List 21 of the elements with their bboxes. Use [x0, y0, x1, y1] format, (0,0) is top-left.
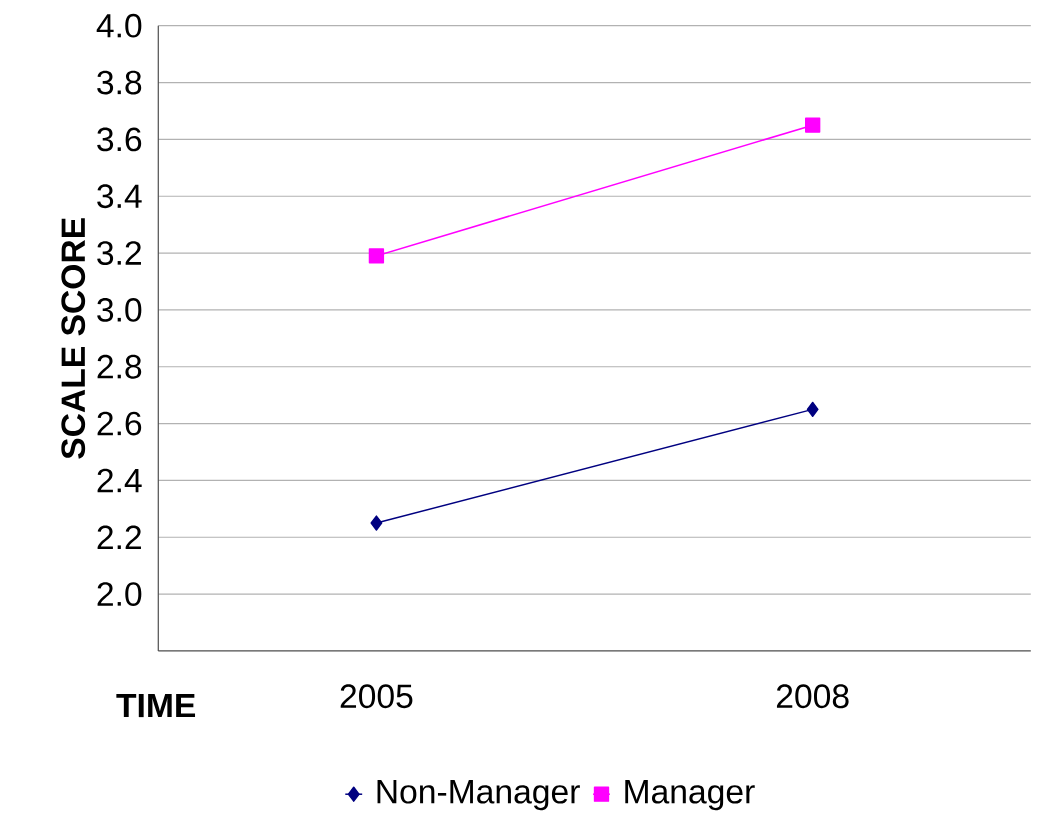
y-tick-label: 3.8 [97, 70, 142, 95]
y-tick-label: 3.0 [97, 297, 142, 322]
point [370, 515, 383, 531]
x-tick-label: 2005 [340, 684, 413, 709]
x-axis-title: TIME [116, 693, 196, 718]
y-axis-title: SCALE SCORE [61, 218, 86, 459]
y-tick-label: 3.4 [97, 184, 142, 209]
point [368, 248, 385, 264]
legend-label: Manager [625, 780, 755, 811]
y-tick-label: 3.6 [97, 127, 142, 152]
y-tick-label: 2.6 [97, 411, 142, 436]
y-tick-label: 2.2 [97, 525, 141, 549]
point [806, 401, 819, 418]
y-tick-label: 4.0 [96, 13, 142, 38]
legend-label: Non-Manager [377, 780, 580, 811]
point [805, 117, 821, 133]
x-tick-label: 2008 [776, 684, 849, 709]
y-tick-label: 3.2 [97, 241, 141, 265]
y-tick-label: 2.0 [97, 582, 142, 606]
y-tick-label: 2.8 [97, 354, 142, 379]
y-tick-label: 2.4 [97, 468, 142, 493]
